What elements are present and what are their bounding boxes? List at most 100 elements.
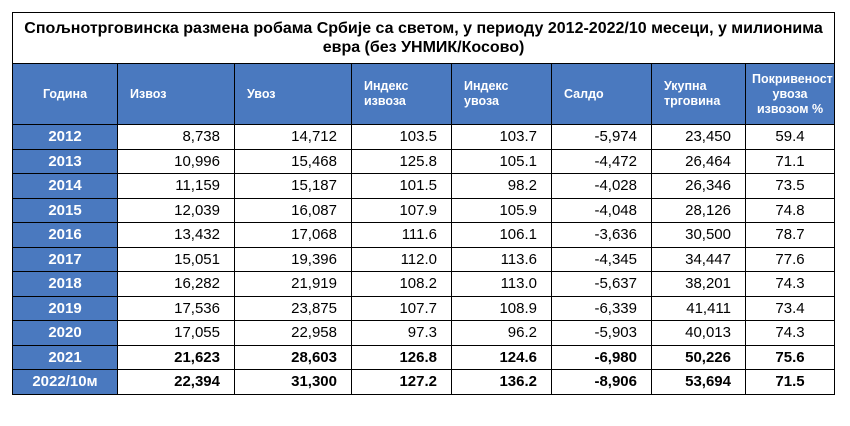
- total-trade-cell: 23,450: [651, 124, 746, 150]
- year-cell: 2016: [12, 222, 118, 248]
- import-index-cell: 98.2: [451, 173, 552, 199]
- export-index-cell: 101.5: [351, 173, 452, 199]
- table-row: 2022/10м 22,394 31,300 127.2 136.2 -8,90…: [12, 369, 836, 395]
- balance-cell: -5,903: [551, 320, 652, 346]
- import-cell: 19,396: [234, 246, 352, 272]
- export-index-cell: 97.3: [351, 320, 452, 346]
- import-cell: 16,087: [234, 197, 352, 223]
- total-trade-cell: 41,411: [651, 295, 746, 321]
- balance-cell: -6,339: [551, 295, 652, 321]
- coverage-cell: 59.4: [744, 124, 836, 150]
- balance-cell: -4,028: [551, 173, 652, 199]
- import-index-cell: 113.0: [451, 271, 552, 297]
- coverage-cell: 74.8: [744, 197, 836, 223]
- total-trade-cell: 34,447: [651, 246, 746, 272]
- export-cell: 15,051: [117, 246, 235, 272]
- year-cell: 2017: [12, 246, 118, 272]
- export-index-cell: 126.8: [351, 344, 452, 370]
- balance-cell: -6,980: [551, 344, 652, 370]
- coverage-cell: 73.4: [744, 295, 836, 321]
- export-cell: 16,282: [117, 271, 235, 297]
- table-title: Спољнотрговинска размена робама Србије с…: [11, 12, 836, 64]
- import-cell: 23,875: [234, 295, 352, 321]
- export-index-cell: 112.0: [351, 246, 452, 272]
- total-trade-cell: 26,464: [651, 148, 746, 174]
- import-index-cell: 105.1: [451, 148, 552, 174]
- trade-table-container: Спољнотрговинска размена робама Србије с…: [11, 12, 836, 395]
- total-trade-cell: 40,013: [651, 320, 746, 346]
- export-cell: 12,039: [117, 197, 235, 223]
- export-cell: 13,432: [117, 222, 235, 248]
- table-row: 2018 16,282 21,919 108.2 113.0 -5,637 38…: [12, 271, 836, 297]
- year-cell: 2022/10м: [12, 369, 118, 395]
- year-cell: 2015: [12, 197, 118, 223]
- table-row: 2019 17,536 23,875 107.7 108.9 -6,339 41…: [12, 295, 836, 321]
- header-coverage: Покривеност увоза извозом %: [744, 63, 836, 125]
- year-cell: 2012: [12, 124, 118, 150]
- total-trade-cell: 38,201: [651, 271, 746, 297]
- trade-table: Спољнотрговинска размена робама Србије с…: [11, 12, 836, 395]
- balance-cell: -4,048: [551, 197, 652, 223]
- table-row: 2021 21,623 28,603 126.8 124.6 -6,980 50…: [12, 344, 836, 370]
- total-trade-cell: 30,500: [651, 222, 746, 248]
- import-cell: 15,468: [234, 148, 352, 174]
- import-cell: 22,958: [234, 320, 352, 346]
- import-index-cell: 113.6: [451, 246, 552, 272]
- table-body: 2012 8,738 14,712 103.5 103.7 -5,974 23,…: [12, 124, 836, 395]
- coverage-cell: 74.3: [744, 271, 836, 297]
- coverage-cell: 75.6: [744, 344, 836, 370]
- table-row: 2014 11,159 15,187 101.5 98.2 -4,028 26,…: [12, 173, 836, 199]
- import-cell: 14,712: [234, 124, 352, 150]
- export-index-cell: 127.2: [351, 369, 452, 395]
- table-row: 2020 17,055 22,958 97.3 96.2 -5,903 40,0…: [12, 320, 836, 346]
- export-cell: 17,055: [117, 320, 235, 346]
- total-trade-cell: 50,226: [651, 344, 746, 370]
- table-row: 2017 15,051 19,396 112.0 113.6 -4,345 34…: [12, 246, 836, 272]
- export-index-cell: 107.9: [351, 197, 452, 223]
- year-cell: 2020: [12, 320, 118, 346]
- year-cell: 2014: [12, 173, 118, 199]
- import-cell: 15,187: [234, 173, 352, 199]
- import-cell: 31,300: [234, 369, 352, 395]
- export-cell: 17,536: [117, 295, 235, 321]
- table-row: 2015 12,039 16,087 107.9 105.9 -4,048 28…: [12, 197, 836, 223]
- import-index-cell: 136.2: [451, 369, 552, 395]
- balance-cell: -3,636: [551, 222, 652, 248]
- export-cell: 11,159: [117, 173, 235, 199]
- header-year: Година: [12, 63, 118, 125]
- year-cell: 2021: [12, 344, 118, 370]
- header-export-index: Индекс извоза: [351, 63, 452, 125]
- import-index-cell: 96.2: [451, 320, 552, 346]
- export-index-cell: 111.6: [351, 222, 452, 248]
- import-index-cell: 106.1: [451, 222, 552, 248]
- coverage-cell: 74.3: [744, 320, 836, 346]
- table-row: 2012 8,738 14,712 103.5 103.7 -5,974 23,…: [12, 124, 836, 150]
- total-trade-cell: 28,126: [651, 197, 746, 223]
- import-cell: 28,603: [234, 344, 352, 370]
- header-balance: Салдо: [551, 63, 652, 125]
- balance-cell: -4,345: [551, 246, 652, 272]
- export-index-cell: 103.5: [351, 124, 452, 150]
- header-export: Извоз: [117, 63, 235, 125]
- import-index-cell: 105.9: [451, 197, 552, 223]
- year-cell: 2019: [12, 295, 118, 321]
- coverage-cell: 77.6: [744, 246, 836, 272]
- table-row: 2013 10,996 15,468 125.8 105.1 -4,472 26…: [12, 148, 836, 174]
- header-import-index: Индекс увоза: [451, 63, 552, 125]
- header-import: Увоз: [234, 63, 352, 125]
- balance-cell: -4,472: [551, 148, 652, 174]
- export-index-cell: 125.8: [351, 148, 452, 174]
- export-index-cell: 107.7: [351, 295, 452, 321]
- balance-cell: -5,637: [551, 271, 652, 297]
- export-cell: 8,738: [117, 124, 235, 150]
- export-cell: 10,996: [117, 148, 235, 174]
- import-cell: 17,068: [234, 222, 352, 248]
- balance-cell: -5,974: [551, 124, 652, 150]
- import-index-cell: 103.7: [451, 124, 552, 150]
- export-index-cell: 108.2: [351, 271, 452, 297]
- title-row: Спољнотрговинска размена робама Србије с…: [11, 12, 836, 64]
- total-trade-cell: 53,694: [651, 369, 746, 395]
- export-cell: 21,623: [117, 344, 235, 370]
- year-cell: 2018: [12, 271, 118, 297]
- import-index-cell: 108.9: [451, 295, 552, 321]
